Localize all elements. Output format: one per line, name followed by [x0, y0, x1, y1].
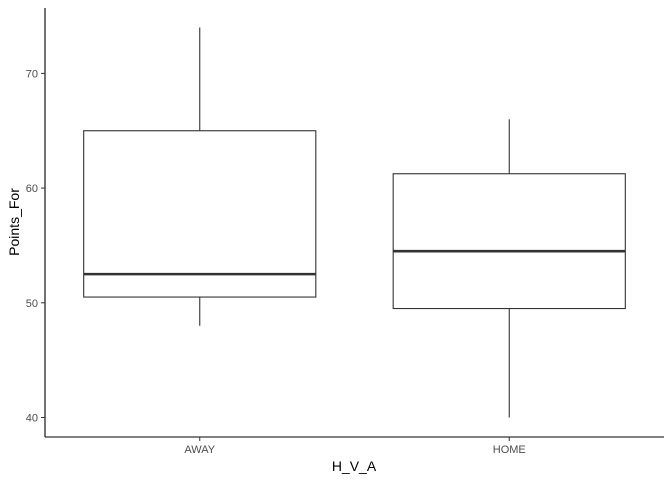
box-body-away: [83, 130, 317, 298]
y-axis-title: Points_For: [6, 188, 22, 256]
y-tick-label: 40: [26, 413, 38, 425]
x-tick-label-away: AWAY: [184, 444, 215, 456]
y-tick-label: 50: [26, 298, 38, 310]
x-axis: AWAY HOME: [45, 436, 664, 456]
plot-area: [83, 27, 626, 418]
y-tick-label: 60: [26, 183, 38, 195]
box-away: [83, 27, 317, 326]
box-body-home: [392, 173, 626, 310]
x-tick-label-home: HOME: [493, 444, 526, 456]
y-axis: 40 50 60 70: [26, 8, 46, 437]
box-home: [392, 119, 626, 418]
x-axis-title: H_V_A: [332, 458, 377, 474]
y-tick-label: 70: [26, 68, 38, 80]
